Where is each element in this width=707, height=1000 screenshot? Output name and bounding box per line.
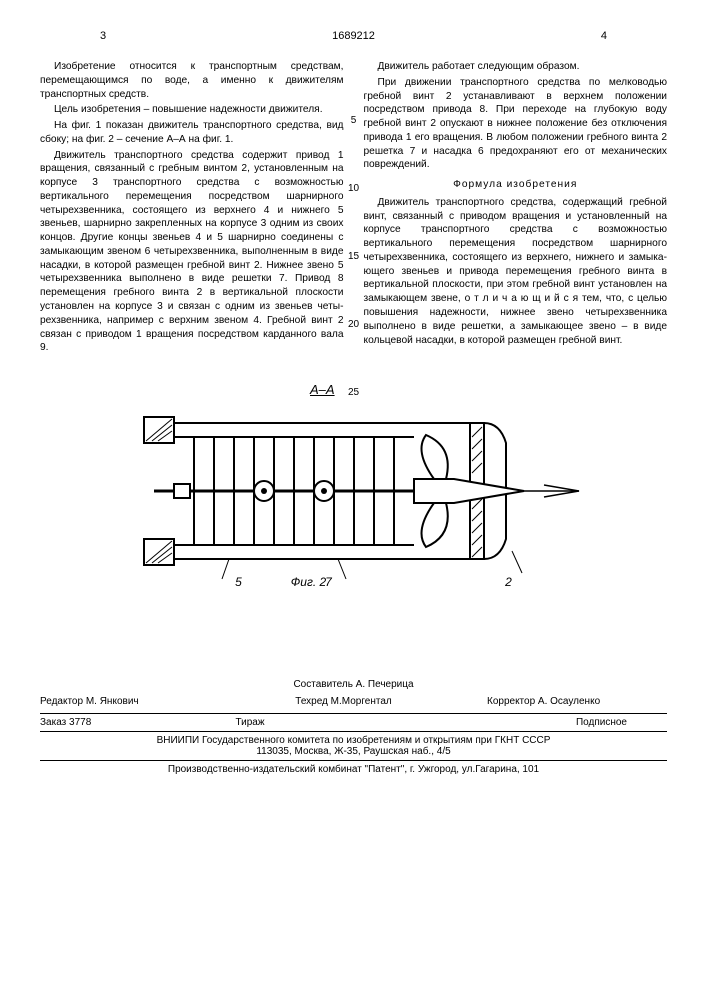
ln-10: 10: [345, 182, 363, 196]
para: Цель изобретения – повышение надеж­ности…: [40, 103, 344, 117]
tirazh: Тираж: [160, 717, 340, 728]
podpisnoe: Подписное: [340, 717, 667, 728]
text-columns: 5 10 15 20 25 Изобретение относится к тр…: [40, 60, 667, 357]
figure-svg: [114, 401, 594, 581]
ln-15: 15: [345, 250, 363, 264]
ref-5: 5: [224, 575, 254, 589]
para: Движитель транспортного средства со­держ…: [40, 149, 344, 355]
ln-5: 5: [345, 114, 363, 128]
page-num-right: 4: [601, 30, 607, 42]
figure-2: А–А: [40, 381, 667, 589]
right-column: Движитель работает следующим обра­зом. П…: [364, 60, 668, 357]
credits-block: Составитель А. Печерица Редактор М. Янко…: [40, 679, 667, 775]
patent-number: 1689212: [332, 30, 375, 42]
org-line: ВНИИПИ Государственного комитета по изоб…: [40, 732, 667, 761]
page-header: 3 1689212 4: [40, 30, 667, 42]
patent-page: 3 1689212 4 5 10 15 20 25 Изобретение от…: [0, 0, 707, 1000]
page-num-left: 3: [100, 30, 106, 42]
ref-7: 7: [314, 575, 344, 589]
ln-25: 25: [345, 386, 363, 400]
order-num: Заказ 3778: [40, 717, 160, 728]
editor: Редактор М. Янкович: [40, 696, 200, 707]
formula-title: Формула изобретения: [364, 178, 668, 192]
fig-caption: Фиг. 2: [254, 575, 364, 589]
corrector: Корректор А. Осауленко: [487, 696, 667, 707]
para: Изобретение относится к транспорт­ным ср…: [40, 60, 344, 101]
compiler: Составитель А. Печерица: [40, 679, 667, 690]
printer-line: Производственно-издательский комбинат "П…: [40, 761, 667, 775]
para: На фиг. 1 показан движитель транспо­ртно…: [40, 119, 344, 147]
para: Движитель транспортного средства, со­дер…: [364, 196, 668, 347]
para: При движении транспортного средства по м…: [364, 76, 668, 172]
techred: Техред М.Моргентал: [200, 696, 487, 707]
left-column: Изобретение относится к транспорт­ным ср…: [40, 60, 344, 357]
ln-20: 20: [345, 318, 363, 332]
section-label: А–А: [310, 382, 335, 397]
para: Движитель работает следующим обра­зом.: [364, 60, 668, 74]
ref-2: 2: [494, 575, 524, 589]
